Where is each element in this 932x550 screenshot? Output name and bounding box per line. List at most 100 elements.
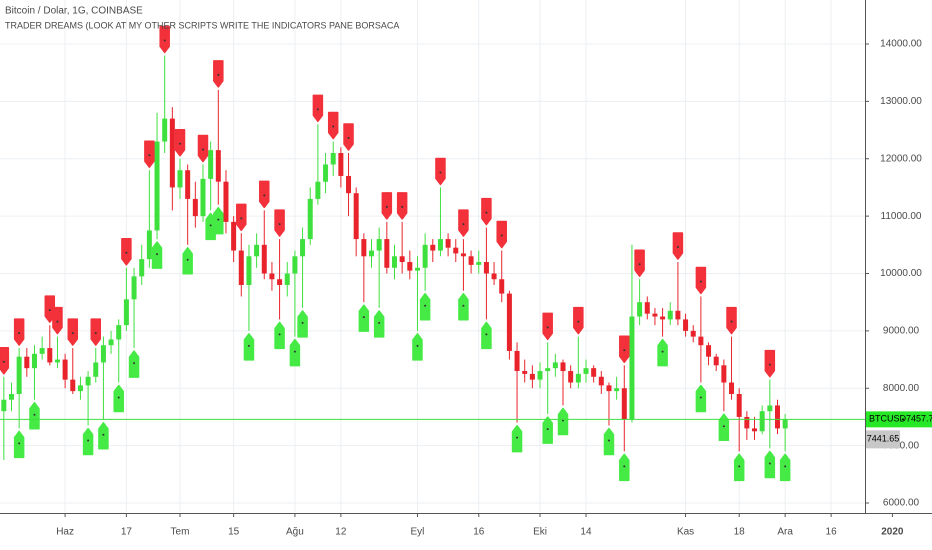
- sell-marker: [0, 347, 10, 375]
- marker-dot: [18, 442, 21, 445]
- marker-dot: [278, 333, 281, 336]
- marker-dot: [730, 320, 733, 323]
- chart-title: Bitcoin / Dolar, 1G, COINBASE: [5, 6, 143, 17]
- candle-body: [614, 388, 620, 392]
- candle-body: [146, 230, 152, 260]
- marker-dot: [209, 224, 212, 227]
- y-tick-label: 6000.00: [883, 498, 920, 509]
- candle-body: [47, 348, 53, 363]
- buy-marker: [297, 310, 308, 338]
- candle-body: [552, 362, 558, 369]
- marker-dot: [562, 419, 565, 422]
- buy-marker: [358, 304, 370, 332]
- candle-body: [545, 368, 551, 372]
- candle-body: [346, 175, 352, 194]
- candle-body: [108, 339, 114, 346]
- candle-body: [284, 273, 290, 285]
- candle-body: [39, 348, 45, 354]
- candle-body: [131, 276, 137, 300]
- sell-marker: [312, 94, 324, 123]
- candle-body: [330, 153, 336, 165]
- x-tick-label: 17: [121, 527, 133, 538]
- x-tick-label: 16: [826, 527, 838, 538]
- candle-body: [430, 244, 436, 251]
- candle-body: [683, 319, 689, 331]
- marker-dot: [48, 309, 51, 312]
- candle-body: [721, 365, 727, 383]
- candle-body: [54, 359, 60, 363]
- candle-body: [307, 198, 313, 240]
- candle-body: [774, 405, 780, 429]
- candle-body: [637, 302, 643, 317]
- x-tick-label: Tem: [171, 527, 190, 538]
- candle-body: [560, 362, 566, 372]
- indicator-name: TRADER DREAMS (LOOK AT MY OTHER SCRIPTS …: [5, 20, 399, 30]
- candle-body: [1, 399, 7, 412]
- candle-body: [782, 419, 788, 429]
- buy-marker: [419, 292, 431, 321]
- candle-body: [154, 141, 160, 231]
- candle-body: [391, 256, 397, 268]
- marker-dot: [485, 333, 488, 336]
- candle-body: [269, 273, 275, 280]
- marker-dot: [416, 344, 419, 347]
- marker-dot: [439, 171, 442, 174]
- sell-marker: [67, 318, 79, 346]
- candle-body: [445, 239, 451, 248]
- candle-body: [261, 244, 267, 274]
- buy-marker: [481, 321, 492, 350]
- marker-dot: [385, 205, 388, 208]
- x-tick-label: 18: [734, 527, 746, 538]
- sell-marker: [672, 232, 684, 260]
- separator-dot: [902, 418, 904, 421]
- candle-body: [460, 253, 466, 257]
- marker-dot: [516, 436, 519, 439]
- candle-body: [652, 313, 658, 317]
- candle-body: [468, 256, 474, 265]
- candle-body: [575, 373, 581, 383]
- buy-marker: [511, 424, 523, 453]
- candle-body: [192, 198, 198, 217]
- marker-dot: [179, 142, 182, 145]
- sell-marker: [695, 266, 707, 295]
- marker-dot: [485, 211, 488, 214]
- candle-body: [231, 221, 237, 251]
- x-tick-label: Haz: [56, 527, 74, 538]
- candle-body: [62, 359, 68, 380]
- marker-dot: [362, 316, 365, 319]
- candle-body: [407, 262, 413, 271]
- candle-body: [667, 310, 673, 320]
- candle-body: [591, 368, 597, 377]
- candle-body: [238, 250, 244, 285]
- marker-dot: [301, 321, 304, 324]
- last-price-label: 7457.78: [906, 414, 932, 424]
- candle-body: [185, 170, 191, 199]
- candle-body: [767, 405, 773, 412]
- x-tick-label: 15: [228, 527, 240, 538]
- marker-dot: [156, 253, 159, 256]
- last-price-box: [866, 411, 932, 428]
- sell-marker: [90, 318, 101, 346]
- candle-body: [422, 244, 428, 268]
- marker-dot: [676, 246, 679, 249]
- candle-body: [200, 178, 206, 217]
- candle-body: [139, 259, 145, 277]
- marker-dot: [401, 205, 404, 208]
- candle-body: [399, 256, 405, 263]
- sell-marker: [481, 197, 492, 226]
- x-tick-label: 14: [580, 527, 592, 538]
- y-tick-label: 13000.00: [880, 96, 922, 107]
- buy-marker: [13, 430, 25, 459]
- candle-body: [376, 239, 382, 251]
- candle-body: [70, 379, 76, 392]
- candle-body: [698, 336, 704, 346]
- candle-body: [215, 150, 221, 182]
- y-tick-label: 7000.00: [883, 440, 920, 451]
- marker-dot: [278, 223, 281, 226]
- candle-body: [483, 262, 489, 274]
- sell-marker: [174, 129, 186, 157]
- candle-body: [514, 350, 520, 372]
- candle-body: [437, 239, 443, 251]
